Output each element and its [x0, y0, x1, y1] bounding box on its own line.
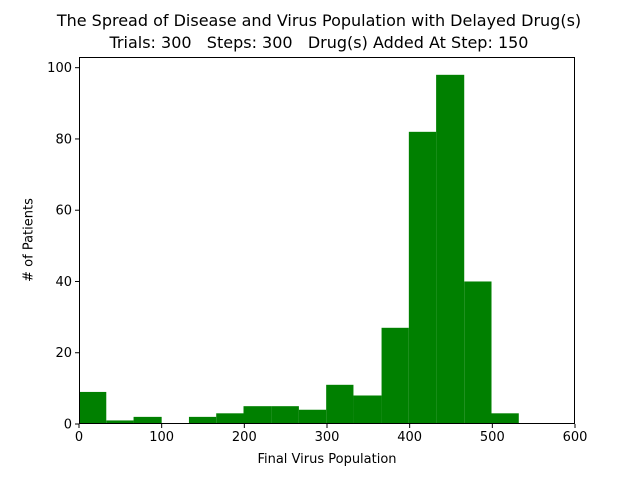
y-tick-label: 40	[55, 275, 72, 290]
histogram-bar-7	[271, 406, 299, 424]
y-tick-label: 100	[47, 61, 72, 76]
chart-title: The Spread of Disease and Virus Populati…	[56, 11, 582, 30]
chart-subtitle: Trials: 300 Steps: 300 Drug(s) Added At …	[109, 33, 529, 52]
histogram-bar-15	[491, 413, 519, 424]
histogram-bar-6	[243, 406, 272, 424]
histogram-bar-14	[464, 281, 492, 424]
histogram-bar-1	[106, 420, 134, 424]
y-tick-label: 20	[55, 346, 72, 361]
y-tick-label: 0	[64, 418, 72, 433]
x-axis-ticks: 0 100 200 300 400 500 600	[75, 424, 588, 445]
histogram-bar-0	[79, 391, 107, 424]
y-tick-label: 60	[55, 204, 72, 219]
histogram-bar-13	[436, 74, 465, 424]
histogram-bar-12	[408, 131, 437, 424]
x-axis-label: Final Virus Population	[257, 452, 397, 467]
histogram-bar-10	[353, 395, 382, 424]
histogram-bar-2	[133, 416, 162, 424]
x-tick-label: 600	[563, 430, 588, 445]
plot-frame	[79, 57, 575, 424]
x-tick-label: 500	[480, 430, 505, 445]
x-tick-label: 100	[149, 430, 174, 445]
y-tick-label: 80	[55, 132, 72, 147]
bars-group	[79, 74, 519, 424]
x-tick-label: 300	[315, 430, 340, 445]
y-axis-label: # of Patients	[21, 198, 37, 282]
histogram-bar-11	[381, 327, 409, 424]
histogram-bar-9	[326, 384, 354, 424]
x-tick-label: 200	[232, 430, 257, 445]
histogram-bar-4	[188, 416, 217, 424]
x-tick-label: 400	[397, 430, 422, 445]
y-axis-ticks: 0 20 40 60 80 100	[47, 61, 79, 433]
histogram-bar-8	[298, 409, 327, 424]
x-tick-label: 0	[75, 430, 83, 445]
histogram-bar-5	[216, 413, 244, 424]
